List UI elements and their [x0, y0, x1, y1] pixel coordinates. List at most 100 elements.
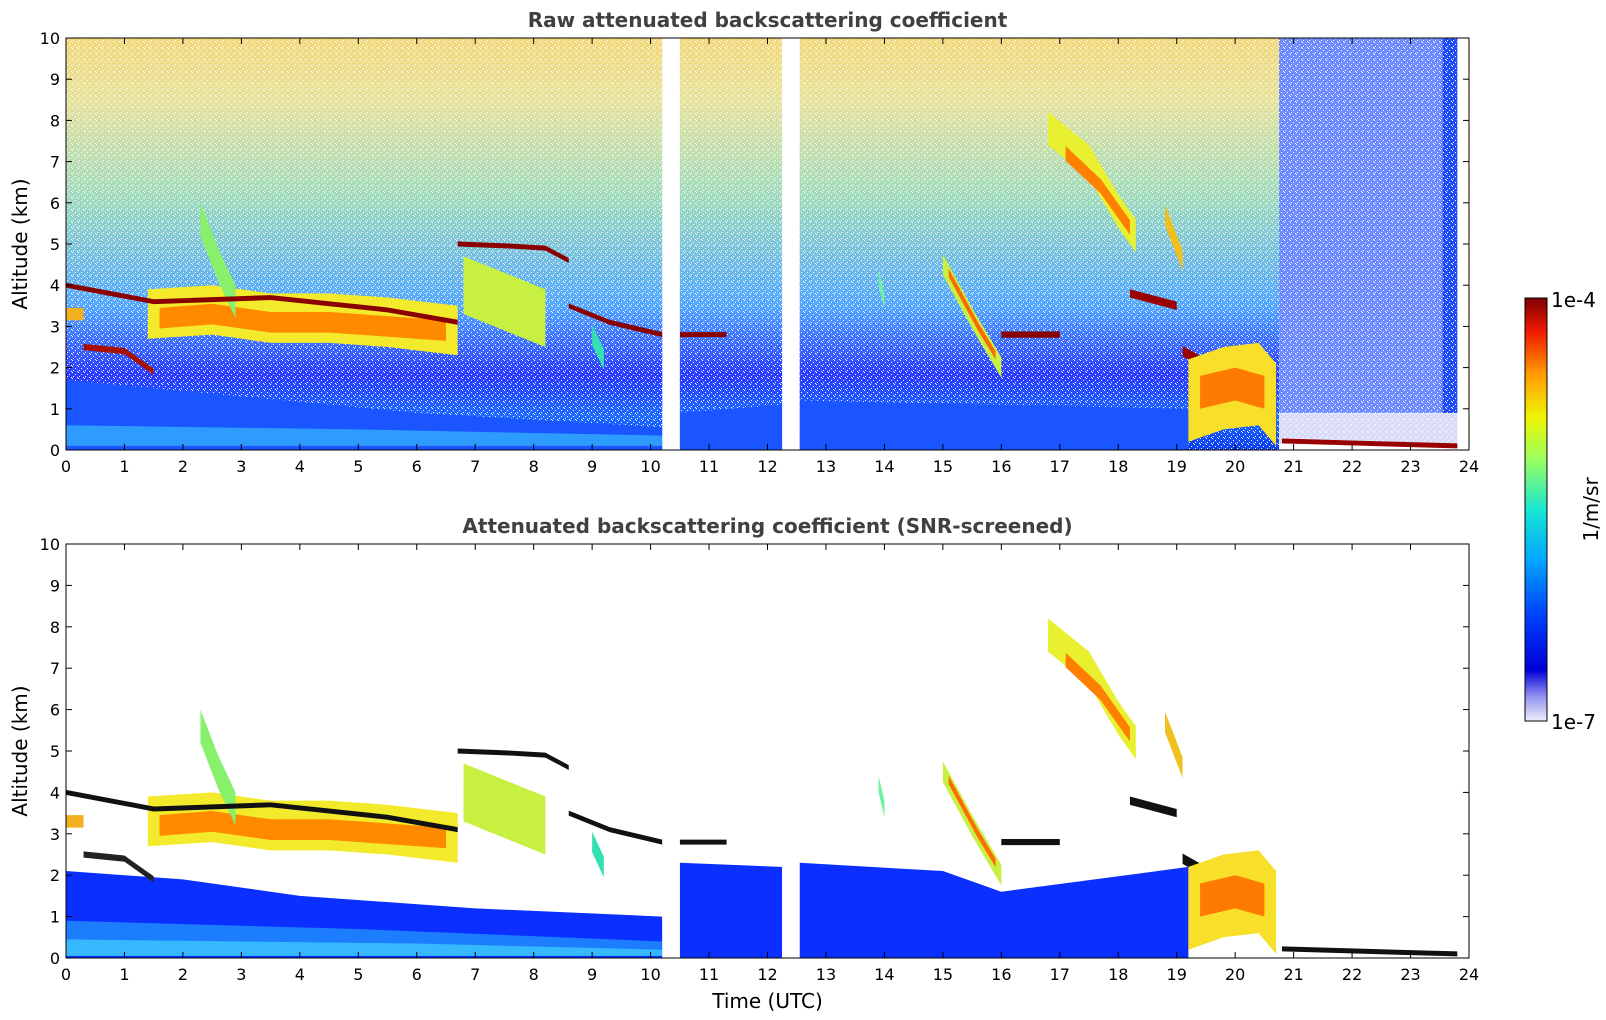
y-tick-label: 0	[50, 949, 60, 968]
x-tick-label: 8	[529, 965, 539, 984]
y-tick-label: 6	[50, 701, 60, 720]
data-gap	[662, 38, 680, 450]
cloud-layer	[592, 324, 604, 370]
y-tick-label: 10	[40, 29, 60, 48]
boundary-layer	[66, 939, 663, 956]
cloud-layer	[463, 763, 546, 855]
x-tick-label: 11	[699, 457, 719, 476]
cloud-layer	[592, 831, 604, 878]
data-gap	[782, 38, 800, 450]
y-axis-label: Altitude (km)	[8, 685, 32, 816]
y-tick-label: 8	[50, 111, 60, 130]
cloud-top-line	[457, 748, 569, 771]
colorbar-min-label: 1e-7	[1551, 710, 1596, 734]
x-tick-label: 4	[295, 965, 305, 984]
cloud-layer	[200, 202, 236, 319]
colorbar-max-label: 1e-4	[1551, 288, 1596, 312]
x-tick-label: 0	[61, 457, 71, 476]
y-tick-label: 1	[50, 400, 60, 419]
x-tick-label: 17	[1050, 965, 1070, 984]
x-tick-label: 18	[1108, 965, 1128, 984]
data-gap	[782, 544, 800, 958]
x-tick-label: 3	[236, 457, 246, 476]
x-tick-label: 7	[470, 457, 480, 476]
chart-title: Attenuated backscattering coefficient (S…	[462, 514, 1072, 538]
x-tick-label: 5	[353, 965, 363, 984]
cloud-layer	[878, 775, 885, 818]
x-tick-label: 19	[1167, 457, 1187, 476]
x-tick-label: 11	[699, 965, 719, 984]
low-cloud	[1200, 367, 1265, 409]
cloud-top-line	[1001, 838, 1060, 846]
x-tick-label: 13	[816, 457, 836, 476]
x-tick-label: 22	[1342, 965, 1362, 984]
low-cloud	[1200, 875, 1265, 917]
x-tick-label: 24	[1459, 965, 1479, 984]
colorbar: 1e-4 1e-7 1/m/sr	[1524, 288, 1603, 734]
cloud-layer	[159, 303, 446, 341]
x-tick-label: 13	[816, 965, 836, 984]
x-tick-label: 15	[933, 965, 953, 984]
x-tick-label: 15	[933, 457, 953, 476]
cloud-layer	[66, 815, 84, 828]
y-tick-label: 9	[50, 576, 60, 595]
x-tick-label: 0	[61, 965, 71, 984]
x-tick-label: 20	[1225, 457, 1245, 476]
cloud-top-line	[679, 839, 727, 845]
colorbar-gradient	[1524, 297, 1548, 722]
y-tick-label: 5	[50, 235, 60, 254]
x-tick-label: 21	[1283, 457, 1303, 476]
cloud-layer	[159, 811, 446, 849]
y-tick-label: 3	[50, 825, 60, 844]
y-tick-label: 6	[50, 194, 60, 213]
x-tick-label: 23	[1400, 965, 1420, 984]
y-tick-label: 0	[50, 441, 60, 460]
cirrus	[1165, 204, 1183, 271]
y-tick-label: 5	[50, 742, 60, 761]
cirrus	[1065, 652, 1130, 742]
cloud-layer	[83, 851, 154, 883]
x-tick-label: 12	[757, 457, 777, 476]
cloud-top-line	[679, 332, 727, 338]
low-stratus	[1281, 438, 1458, 449]
boundary-layer	[799, 400, 1189, 450]
x-tick-label: 18	[1108, 457, 1128, 476]
x-tick-label: 23	[1400, 457, 1420, 476]
boundary-layer	[679, 862, 783, 958]
x-tick-label: 6	[412, 965, 422, 984]
colorbar-label: 1/m/sr	[1579, 477, 1603, 542]
x-tick-label: 19	[1167, 965, 1187, 984]
x-tick-label: 14	[874, 457, 894, 476]
cloud-layer	[948, 268, 996, 360]
x-tick-label: 22	[1342, 457, 1362, 476]
x-tick-label: 21	[1283, 965, 1303, 984]
y-tick-label: 2	[50, 866, 60, 885]
cloud-top-line	[457, 241, 569, 263]
chart-title: Raw attenuated backscattering coefficien…	[528, 8, 1008, 32]
y-axis-label: Altitude (km)	[8, 178, 32, 309]
x-axis-label: Time (UTC)	[711, 989, 823, 1013]
x-tick-label: 10	[640, 965, 660, 984]
x-tick-label: 9	[587, 965, 597, 984]
x-tick-label: 8	[529, 457, 539, 476]
cloud-layer	[948, 775, 996, 867]
x-tick-label: 6	[412, 457, 422, 476]
cloud-layer	[66, 307, 84, 321]
x-tick-label: 24	[1459, 457, 1479, 476]
y-tick-label: 7	[50, 153, 60, 172]
x-tick-label: 12	[757, 965, 777, 984]
x-tick-label: 17	[1050, 457, 1070, 476]
x-tick-label: 9	[587, 457, 597, 476]
cloud-top-line	[1129, 289, 1177, 310]
cloud-top-line	[568, 303, 663, 338]
cloud-layer	[200, 709, 236, 826]
x-tick-label: 2	[178, 457, 188, 476]
y-tick-label: 2	[50, 359, 60, 378]
cloud-top-line	[1001, 331, 1060, 338]
x-tick-label: 14	[874, 965, 894, 984]
heatmap-area	[66, 38, 1469, 450]
cloud-layer	[878, 268, 885, 310]
boundary-layer	[66, 425, 663, 446]
cloud-layer	[83, 343, 154, 375]
